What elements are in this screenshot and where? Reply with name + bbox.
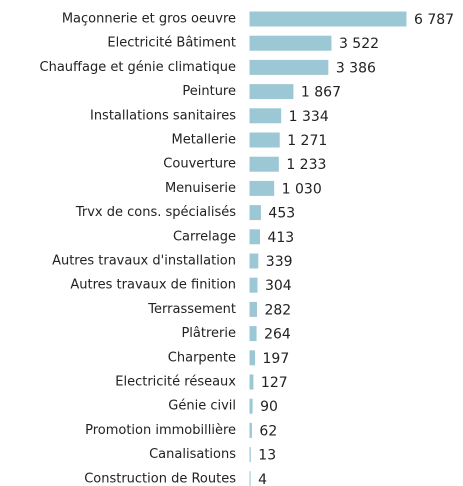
category-label: Installations sanitaires (90, 108, 236, 123)
value-label: 1 030 (282, 181, 322, 197)
category-label: Couverture (163, 157, 236, 172)
bar (249, 374, 254, 390)
category-label: Génie civil (168, 399, 236, 414)
value-label: 197 (263, 351, 290, 367)
bar (249, 398, 253, 414)
category-label: Autres travaux de finition (70, 278, 236, 293)
value-label: 1 867 (301, 85, 341, 101)
category-label: Electricité Bâtiment (107, 36, 236, 51)
bar (249, 301, 257, 317)
category-label: Canalisations (149, 447, 236, 462)
category-label: Charpente (168, 350, 236, 365)
value-label: 304 (265, 278, 292, 294)
category-label: Carrelage (173, 229, 236, 244)
value-label: 339 (266, 254, 293, 270)
value-label: 4 (258, 472, 267, 486)
value-label: 1 334 (289, 109, 329, 125)
value-label: 264 (264, 327, 291, 343)
value-label: 90 (260, 399, 278, 415)
value-label: 3 522 (339, 36, 379, 52)
value-label: 127 (261, 375, 288, 391)
bar (249, 59, 329, 75)
bar (249, 326, 257, 342)
category-label: Menuiserie (165, 181, 236, 196)
category-label: Terrassement (147, 302, 236, 317)
bar (249, 229, 260, 245)
value-label: 3 386 (336, 60, 376, 76)
category-label: Metallerie (172, 133, 236, 148)
value-label: 62 (259, 423, 277, 439)
bar (249, 35, 332, 51)
bar (249, 11, 407, 27)
category-label: Construction de Routes (84, 471, 236, 486)
value-label: 1 233 (286, 157, 326, 173)
bar (249, 84, 294, 100)
category-label: Maçonnerie et gros oeuvre (62, 12, 236, 27)
category-label: Autres travaux d'installation (52, 254, 236, 269)
bar (249, 253, 259, 269)
category-label: Trvx de cons. spécialisés (75, 205, 236, 220)
bar (249, 277, 258, 293)
value-label: 453 (268, 206, 295, 222)
value-label: 6 787 (414, 12, 454, 28)
value-label: 413 (267, 230, 294, 246)
bar (249, 350, 256, 366)
category-label: Plâtrerie (181, 326, 236, 341)
bar (249, 156, 279, 172)
category-label: Electricité réseaux (115, 375, 236, 390)
category-label: Peinture (182, 84, 236, 99)
value-label: 13 (258, 448, 276, 464)
value-label: 282 (264, 302, 291, 318)
category-label: Chauffage et génie climatique (40, 60, 237, 75)
bar (249, 205, 261, 221)
bar (249, 180, 275, 196)
bar (249, 108, 282, 124)
bar (249, 422, 252, 438)
value-label: 1 271 (287, 133, 327, 149)
category-label: Promotion immobillière (85, 423, 236, 438)
bar (249, 132, 280, 148)
